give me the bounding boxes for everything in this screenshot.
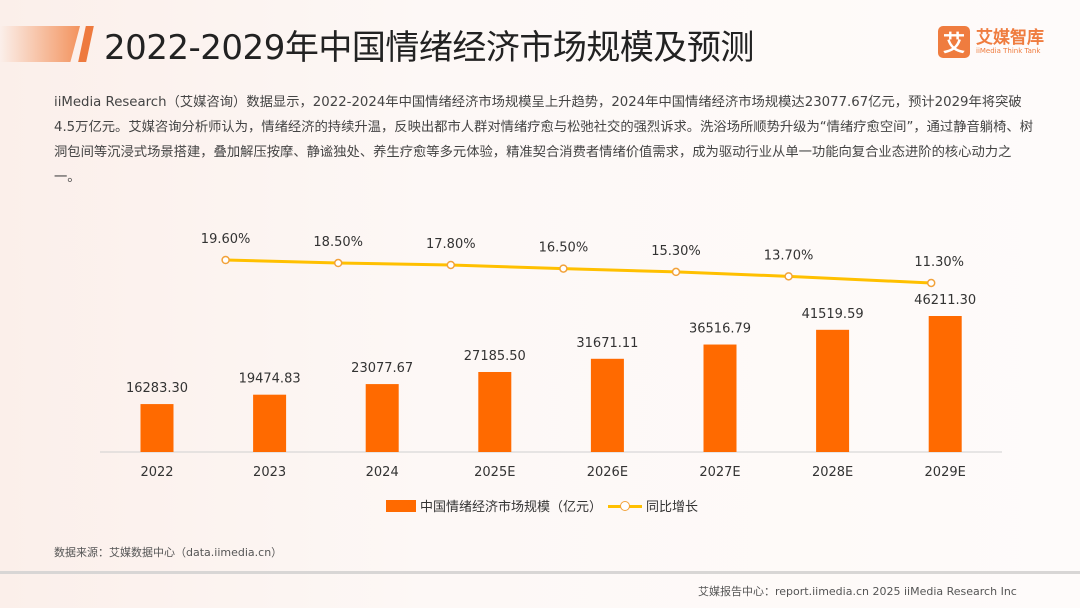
growth-value-label: 18.50% bbox=[313, 235, 363, 250]
bar-value-label: 23077.67 bbox=[351, 361, 413, 376]
title-accent bbox=[0, 26, 80, 62]
bar-value-label: 19474.83 bbox=[239, 372, 301, 387]
x-tick-label: 2022 bbox=[140, 465, 173, 480]
growth-value-label: 19.60% bbox=[201, 232, 251, 247]
x-tick-label: 2027E bbox=[699, 465, 740, 480]
growth-value-label: 11.30% bbox=[914, 255, 964, 270]
x-tick-label: 2028E bbox=[812, 465, 853, 480]
legend-bar-label: 中国情绪经济市场规模（亿元） bbox=[420, 500, 603, 515]
logo-name: 艾媒智库 bbox=[976, 28, 1044, 48]
growth-value-label: 17.80% bbox=[426, 237, 476, 252]
legend-bar-swatch bbox=[386, 499, 416, 512]
growth-value-label: 13.70% bbox=[764, 248, 814, 263]
legend-line-swatch bbox=[608, 499, 643, 513]
growth-point bbox=[784, 272, 793, 281]
logo: 艾 艾媒智库 iiMedia Think Tank bbox=[938, 26, 1044, 58]
bar bbox=[703, 344, 737, 452]
bar bbox=[365, 384, 399, 452]
description: iiMedia Research（艾媒咨询）数据显示，2022-2024年中国情… bbox=[54, 95, 1033, 185]
growth-point bbox=[221, 255, 230, 265]
source-note: 数据来源：艾媒数据中心（data.iimedia.cn） bbox=[54, 546, 283, 559]
page-title: 2022-2029年中国情绪经济市场规模及预测 bbox=[104, 28, 754, 68]
footer-divider bbox=[0, 571, 1080, 574]
bar-value-label: 27185.50 bbox=[464, 349, 526, 364]
bar bbox=[590, 358, 624, 452]
bar-value-label: 31671.11 bbox=[576, 336, 638, 351]
bar-value-label: 36516.79 bbox=[689, 322, 751, 337]
x-tick-label: 2029E bbox=[925, 465, 966, 480]
x-tick-label: 2025E bbox=[474, 465, 515, 480]
bar bbox=[140, 404, 174, 452]
footer-text: 艾媒报告中心：report.iimedia.cn 2025 iiMedia Re… bbox=[698, 585, 1017, 598]
growth-line bbox=[225, 258, 932, 285]
growth-value-label: 16.50% bbox=[539, 241, 589, 256]
growth-value-label: 15.30% bbox=[651, 244, 701, 259]
bar-value-label: 41519.59 bbox=[802, 307, 864, 322]
bar bbox=[816, 329, 850, 452]
growth-point bbox=[446, 260, 456, 270]
logo-sub: iiMedia Think Tank bbox=[976, 47, 1041, 55]
bar bbox=[928, 316, 962, 452]
x-tick-label: 2024 bbox=[366, 465, 399, 480]
bar-value-label: 46211.30 bbox=[914, 293, 976, 308]
growth-point bbox=[671, 267, 681, 277]
bar bbox=[253, 394, 287, 452]
x-tick-label: 2026E bbox=[587, 465, 628, 480]
growth-point bbox=[559, 264, 568, 273]
bar bbox=[478, 371, 512, 452]
growth-point bbox=[333, 258, 343, 268]
growth-point bbox=[926, 278, 936, 288]
bar-value-label: 16283.30 bbox=[126, 381, 188, 396]
legend-line-label: 同比增长 bbox=[646, 500, 699, 515]
x-tick-label: 2023 bbox=[253, 465, 286, 480]
legend: 中国情绪经济市场规模（亿元） 同比增长 bbox=[386, 496, 698, 515]
logo-mark-icon: 艾 bbox=[938, 26, 970, 58]
